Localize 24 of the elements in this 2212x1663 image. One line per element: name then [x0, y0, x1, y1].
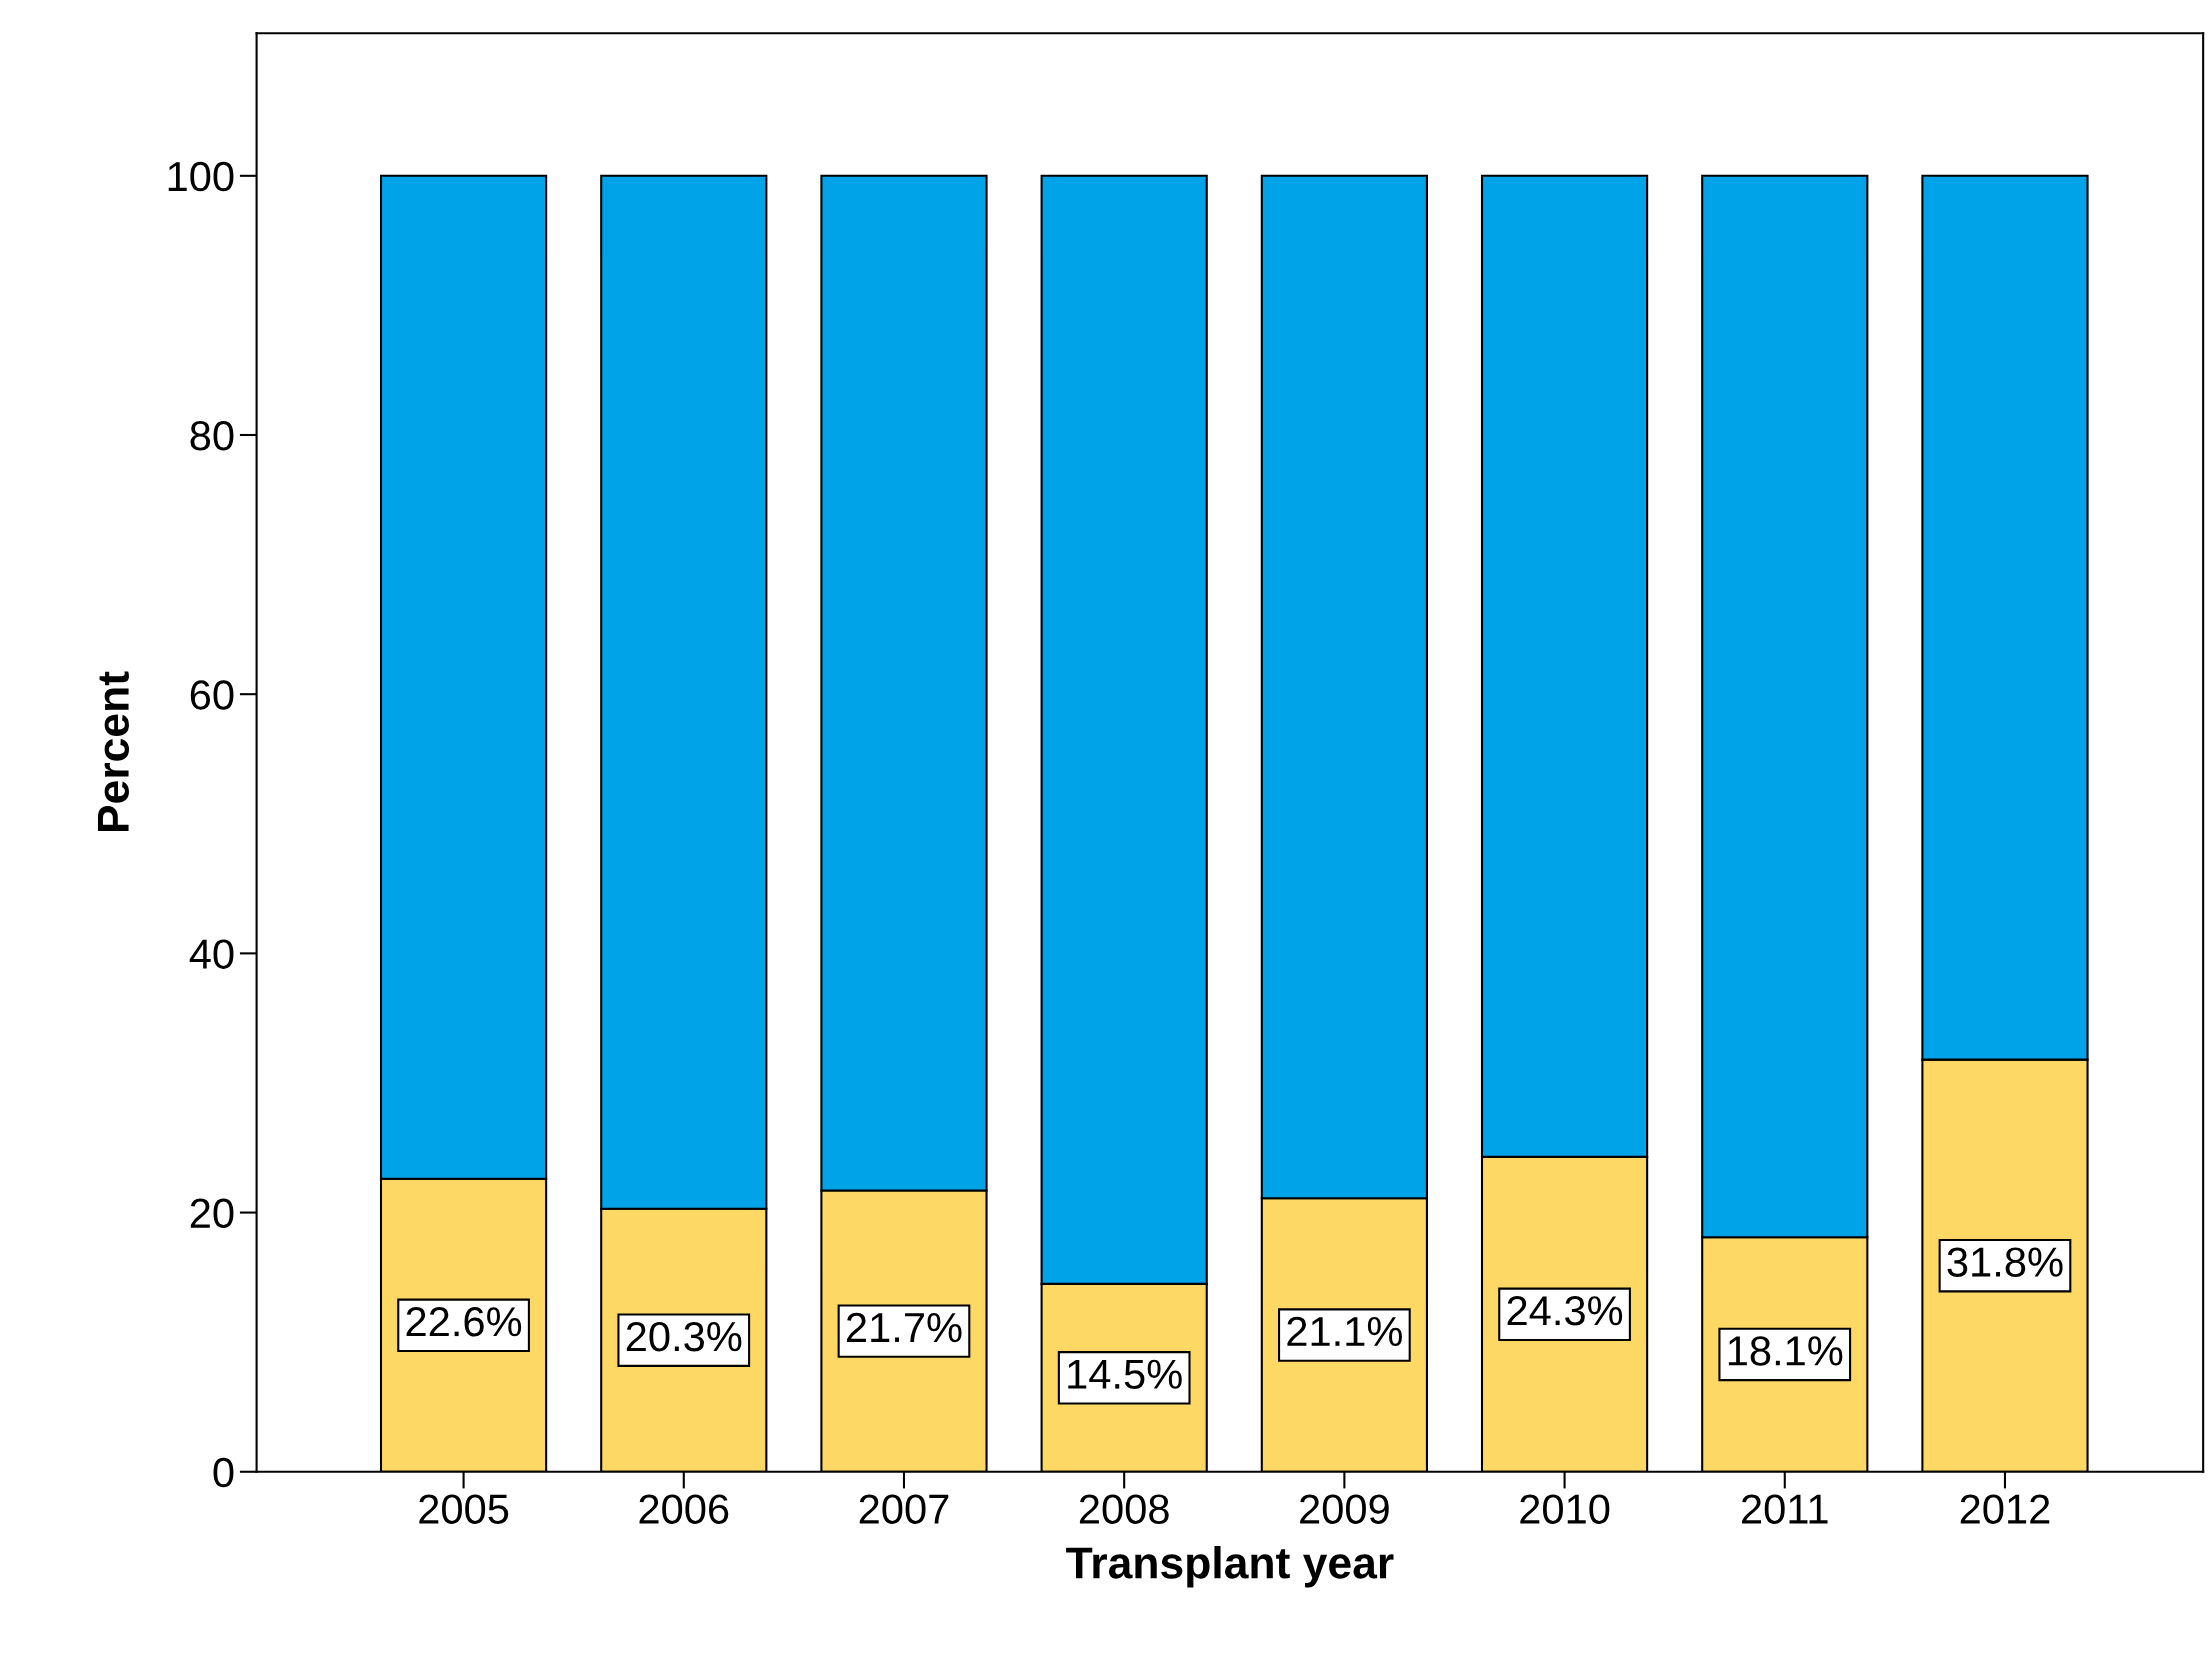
- data-label: 14.5%: [1068, 1359, 1182, 1389]
- data-label: 21.7%: [847, 1312, 962, 1343]
- x-axis-title: Transplant year: [1066, 1546, 1394, 1588]
- x-tick-label: 2009: [1300, 1494, 1389, 1524]
- x-tick-label: 2008: [1079, 1494, 1169, 1524]
- y-tick-label: 60: [190, 680, 234, 710]
- data-label: 18.1%: [1728, 1336, 1843, 1366]
- x-tick-label: 2006: [639, 1494, 729, 1524]
- y-tick-label: 0: [213, 1457, 234, 1488]
- y-tick-label: 100: [168, 161, 234, 192]
- y-tick-label: 80: [190, 421, 234, 451]
- x-tick-label: 2007: [859, 1494, 949, 1524]
- x-tick-label: 2012: [1960, 1494, 2050, 1524]
- y-axis-title: Percent: [97, 671, 129, 832]
- y-tick-label: 20: [190, 1198, 234, 1229]
- data-label: 22.6%: [406, 1306, 522, 1337]
- data-label: 21.1%: [1287, 1316, 1402, 1347]
- x-tick-label: 2010: [1520, 1494, 1610, 1524]
- data-label: 24.3%: [1507, 1295, 1623, 1326]
- x-tick-label: 2011: [1742, 1494, 1828, 1524]
- x-tick-label: 2005: [419, 1494, 509, 1524]
- y-tick-label: 40: [189, 939, 234, 969]
- data-label: 20.3%: [626, 1321, 742, 1352]
- data-label: 31.8%: [1947, 1247, 2063, 1277]
